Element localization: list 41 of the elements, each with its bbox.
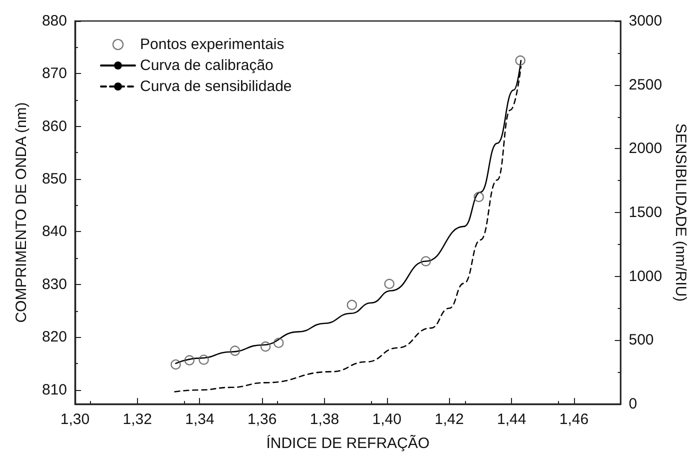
point xyxy=(384,278,394,289)
x-tick-label: 1,38 xyxy=(310,411,340,428)
y-tick-label: 840 xyxy=(42,223,67,240)
legend-label: Curva de calibração xyxy=(140,57,274,74)
y2-axis-title: SENSIBILIDADE (nm/RIU) xyxy=(672,123,689,302)
point xyxy=(230,346,240,356)
y-tick-label: 850 xyxy=(42,170,67,188)
x-tick-label: 1,42 xyxy=(434,411,464,428)
x-tick-label: 1,44 xyxy=(496,411,526,428)
y2-tick-label: 500 xyxy=(628,332,654,349)
point xyxy=(198,354,209,365)
x-tick-label: 1,32 xyxy=(122,411,152,428)
legend-label: Pontos experimentais xyxy=(140,36,284,53)
y2-tick-label: 2000 xyxy=(628,140,662,158)
y2-tick-label: 1500 xyxy=(628,204,662,221)
y2-tick-label: 1000 xyxy=(628,268,662,285)
point xyxy=(346,300,358,310)
point xyxy=(184,355,195,366)
point xyxy=(260,341,271,352)
y2-tick-label: 2500 xyxy=(628,76,662,94)
x-tick-label: 1,34 xyxy=(185,411,214,428)
x-tick-label: 1,46 xyxy=(559,411,589,428)
x-tick-label: 1,30 xyxy=(60,411,90,428)
x-axis-title: ÍNDICE DE REFRAÇÃO xyxy=(266,434,430,452)
y-tick-label: 820 xyxy=(42,328,67,346)
x-tick-label: 1,40 xyxy=(372,411,402,428)
point xyxy=(274,338,284,348)
legend-label: Curva de sensibilidade xyxy=(140,78,292,95)
y-tick-label: 810 xyxy=(42,381,67,398)
point xyxy=(474,192,484,202)
y-tick-label: 860 xyxy=(42,118,67,135)
y2-tick-label: 3000 xyxy=(628,12,662,30)
point xyxy=(420,256,431,266)
y-tick-label: 870 xyxy=(42,65,67,82)
x-tick-label: 1,36 xyxy=(248,411,277,428)
y-axis-title: COMPRIMENTO DE ONDA (nm) xyxy=(13,102,30,323)
point xyxy=(170,359,181,370)
y2-tick-label: 0 xyxy=(628,396,638,412)
y-tick-label: 880 xyxy=(42,12,67,30)
y-tick-label: 830 xyxy=(42,276,67,293)
point xyxy=(515,55,526,66)
